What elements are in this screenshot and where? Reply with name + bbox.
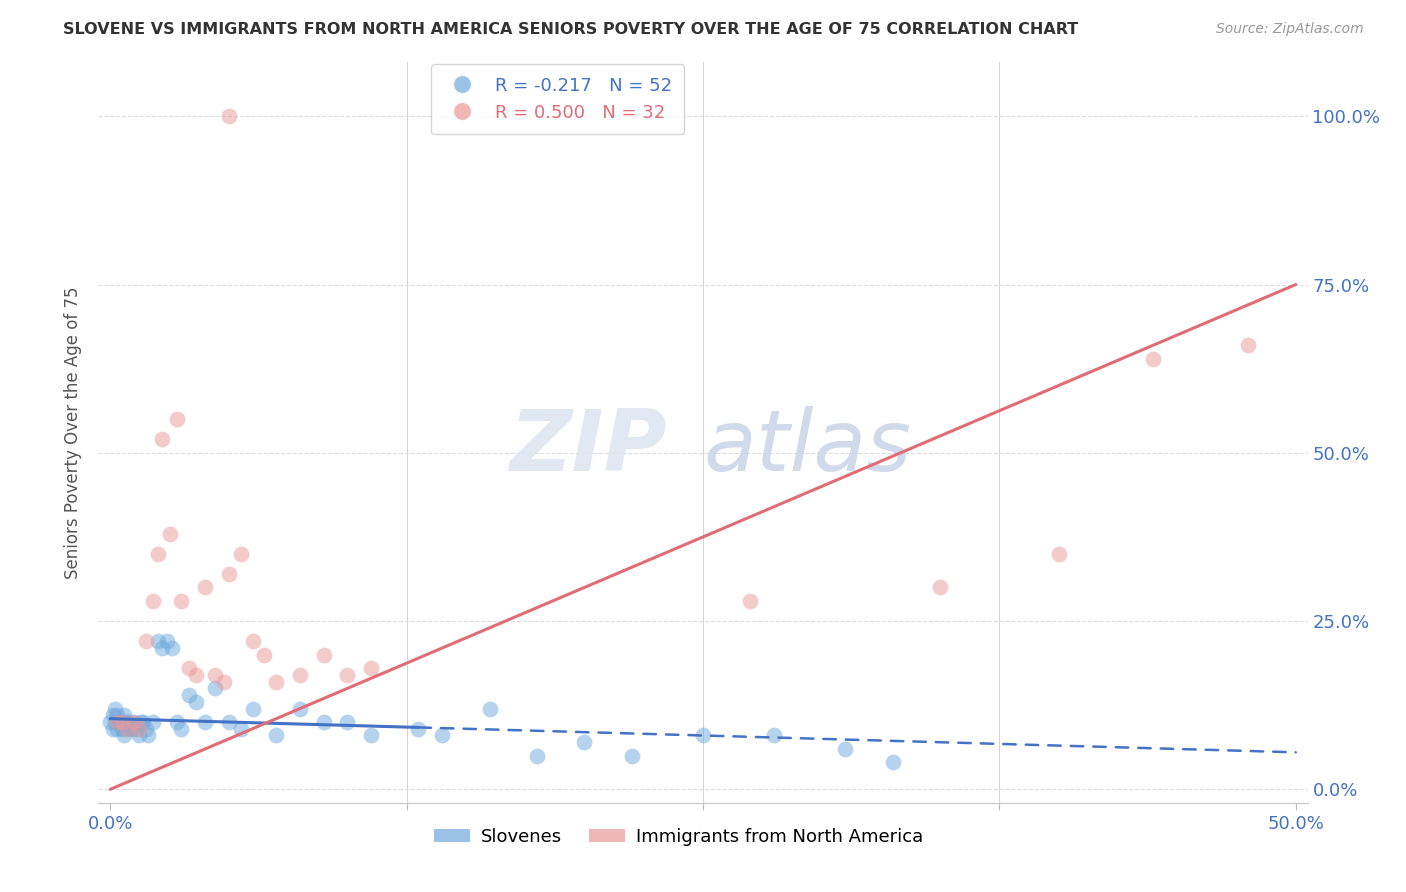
Point [882, 756, 904, 770]
Point [160, 640, 183, 655]
Point [114, 708, 136, 723]
Point [1047, 547, 1070, 561]
Point [104, 701, 127, 715]
Point [229, 547, 252, 561]
Point [105, 714, 128, 729]
Text: ZIP: ZIP [509, 406, 666, 489]
Point [184, 668, 207, 682]
Point [128, 729, 150, 743]
Point [166, 714, 188, 729]
Point [156, 634, 179, 648]
Point [194, 581, 217, 595]
Point [692, 729, 714, 743]
Point [128, 722, 150, 736]
Point [288, 668, 311, 682]
Legend: Slovenes, Immigrants from North America: Slovenes, Immigrants from North America [427, 821, 931, 853]
Point [242, 701, 264, 715]
Point [166, 412, 188, 426]
Point [204, 681, 226, 696]
Point [229, 722, 252, 736]
Point [360, 729, 382, 743]
Point [159, 526, 181, 541]
Point [264, 729, 287, 743]
Point [115, 722, 138, 736]
Point [135, 634, 157, 648]
Point [432, 729, 454, 743]
Point [101, 722, 124, 736]
Point [152, 433, 174, 447]
Point [146, 634, 169, 648]
Point [111, 714, 134, 729]
Point [125, 722, 148, 736]
Point [101, 708, 124, 723]
Point [177, 688, 200, 702]
Point [526, 748, 548, 763]
Point [135, 722, 157, 736]
Point [218, 714, 240, 729]
Point [218, 109, 240, 123]
Point [184, 695, 207, 709]
Point [360, 661, 382, 675]
Point [111, 722, 134, 736]
Point [929, 581, 952, 595]
Point [132, 714, 155, 729]
Text: SLOVENE VS IMMIGRANTS FROM NORTH AMERICA SENIORS POVERTY OVER THE AGE OF 75 CORR: SLOVENE VS IMMIGRANTS FROM NORTH AMERICA… [63, 22, 1078, 37]
Point [478, 701, 501, 715]
Point [122, 714, 145, 729]
Text: Source: ZipAtlas.com: Source: ZipAtlas.com [1216, 22, 1364, 37]
Point [204, 668, 226, 682]
Point [108, 714, 131, 729]
Point [194, 714, 217, 729]
Point [1142, 351, 1164, 366]
Point [121, 722, 143, 736]
Point [146, 547, 169, 561]
Point [105, 722, 128, 736]
Point [105, 708, 128, 723]
Point [763, 729, 786, 743]
Text: atlas: atlas [703, 406, 911, 489]
Point [574, 735, 596, 749]
Point [170, 594, 193, 608]
Point [115, 722, 138, 736]
Point [122, 714, 145, 729]
Point [253, 648, 276, 662]
Point [264, 674, 287, 689]
Point [740, 594, 762, 608]
Point [312, 648, 335, 662]
Y-axis label: Seniors Poverty Over the Age of 75: Seniors Poverty Over the Age of 75 [65, 286, 83, 579]
Point [118, 714, 141, 729]
Point [336, 714, 359, 729]
Point [408, 722, 430, 736]
Point [129, 714, 152, 729]
Point [152, 640, 174, 655]
Point [136, 729, 159, 743]
Point [177, 661, 200, 675]
Point [312, 714, 335, 729]
Point [104, 714, 127, 729]
Point [288, 701, 311, 715]
Point [834, 742, 856, 756]
Point [620, 748, 643, 763]
Point [98, 714, 121, 729]
Point [115, 714, 138, 729]
Point [218, 566, 240, 581]
Point [114, 729, 136, 743]
Point [142, 714, 165, 729]
Point [336, 668, 359, 682]
Point [212, 674, 235, 689]
Point [170, 722, 193, 736]
Point [111, 714, 134, 729]
Point [242, 634, 264, 648]
Point [1237, 338, 1260, 352]
Point [142, 594, 165, 608]
